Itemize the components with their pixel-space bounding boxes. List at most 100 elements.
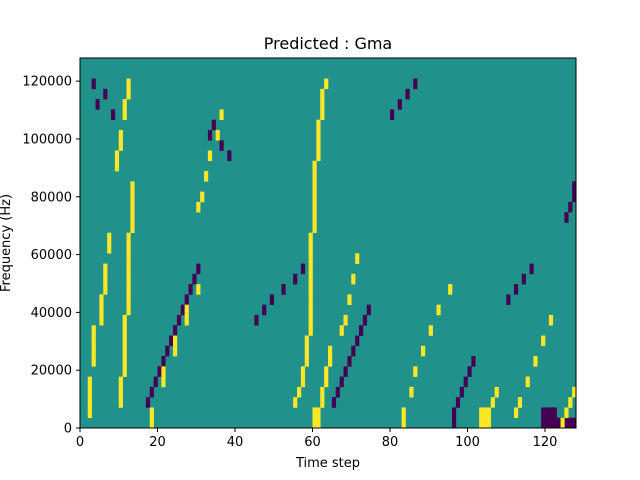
heatmap-cell-low (572, 181, 577, 192)
heatmap-cell-low (149, 386, 154, 398)
heatmap-cell-high (87, 407, 92, 419)
heatmap-cell-low (145, 397, 151, 408)
heatmap-cell-high (99, 314, 104, 326)
heatmap-cell-high (308, 263, 313, 275)
heatmap-cell-low (95, 99, 100, 110)
heatmap-cell-high (320, 386, 325, 398)
heatmap-cell-low (545, 407, 550, 419)
heatmap-cell-high (572, 386, 577, 398)
heatmap-cell-high (308, 294, 313, 305)
heatmap-cell-high (448, 284, 453, 295)
heatmap-cell-low (541, 407, 546, 419)
heatmap-cell-high (130, 181, 135, 192)
heatmap-cell-high (130, 191, 135, 203)
heatmap-cell-high (324, 376, 329, 388)
heatmap-cell-high (421, 345, 426, 357)
heatmap-cell-high (215, 129, 220, 141)
heatmap-cell-low (180, 304, 185, 316)
heatmap-cell-high (316, 129, 321, 141)
heatmap-cell-high (91, 325, 96, 336)
heatmap-cell-low (568, 417, 573, 429)
heatmap-cell-low (572, 191, 577, 203)
heatmap-cell-high (207, 150, 213, 162)
heatmap-cell-high (173, 345, 178, 357)
heatmap-cell-high (517, 397, 523, 408)
heatmap-cell-high (560, 417, 565, 429)
heatmap-cell-high (122, 335, 127, 347)
heatmap-cell-low (161, 356, 166, 367)
heatmap-cell-high (122, 325, 127, 336)
heatmap-cell-high (126, 88, 131, 100)
heatmap-cell-high (118, 386, 123, 398)
heatmap-cell-high (312, 201, 317, 213)
heatmap-cell-high (126, 78, 131, 90)
heatmap-cell-high (122, 345, 127, 357)
y-tick-label: 100000 (22, 132, 72, 147)
heatmap-cell-high (339, 325, 344, 336)
heatmap-cell-high (91, 335, 96, 347)
heatmap-cell-low (103, 88, 108, 100)
heatmap-cell-high (293, 397, 298, 408)
heatmap-cell-high (312, 160, 317, 172)
x-tick-label: 80 (382, 435, 399, 450)
heatmap-cell-high (126, 304, 131, 316)
heatmap-cell-high (308, 304, 313, 316)
heatmap-cell-high (304, 335, 309, 347)
heatmap-cell-high (130, 212, 135, 223)
heatmap-cell-high (486, 417, 492, 429)
heatmap-cell-high (312, 417, 317, 429)
heatmap-cell-high (548, 314, 554, 326)
heatmap-cell-low (331, 397, 337, 408)
x-tick-label: 40 (227, 435, 244, 450)
heatmap-cell-high (316, 417, 321, 429)
heatmap-cell-low (347, 356, 352, 367)
heatmap-cell-high (204, 171, 209, 182)
heatmap-cell-high (308, 232, 313, 244)
heatmap-cell-low (111, 109, 116, 120)
heatmap-cell-high (91, 345, 96, 357)
heatmap-cell-low (176, 314, 182, 326)
heatmap-cell-high (343, 314, 348, 326)
heatmap-cells (87, 78, 577, 429)
heatmap-cell-low (184, 294, 189, 305)
heatmap-cell-high (300, 376, 306, 388)
y-tick-label: 60000 (31, 248, 72, 263)
heatmap-cell-high (312, 181, 317, 192)
heatmap-cell-high (103, 263, 108, 275)
heatmap-cell-low (219, 140, 224, 151)
heatmap-cell-low (552, 407, 557, 419)
heatmap-cell-high (87, 386, 92, 398)
plot-area (79, 57, 577, 429)
heatmap-cell-low (293, 273, 298, 285)
heatmap-cell-low (548, 407, 554, 419)
heatmap-cell-high (161, 366, 166, 377)
heatmap-cell-high (122, 314, 127, 326)
x-tick-label: 60 (304, 435, 321, 450)
heatmap-cell-low (153, 376, 158, 388)
heatmap-cell-high (87, 376, 92, 388)
heatmap-cell-high (219, 109, 224, 120)
heatmap-cell-low (568, 201, 573, 213)
heatmap-cell-high (130, 201, 135, 213)
heatmap-cell-high (114, 150, 120, 162)
heatmap-cell-low (355, 335, 360, 347)
heatmap-cell-high (401, 417, 406, 429)
heatmap-cell-low (572, 417, 577, 429)
heatmap-cell-high (533, 356, 538, 367)
heatmap-cell-high (114, 160, 120, 172)
heatmap-cell-high (428, 325, 433, 336)
x-tick-label: 120 (533, 435, 558, 450)
heatmap-cell-low (339, 376, 344, 388)
heatmap-cell-high (541, 335, 546, 347)
x-tick-label: 20 (149, 435, 166, 450)
heatmap-cell-high (479, 417, 484, 429)
heatmap-cell-low (467, 366, 472, 377)
y-axis-label: Frequency (Hz) (0, 194, 14, 292)
heatmap-cell-high (149, 407, 154, 419)
heatmap-cell-low (359, 325, 364, 336)
heatmap-cell-low (413, 78, 418, 90)
chart-title: Predicted : Gma (264, 34, 392, 53)
heatmap-cell-high (347, 294, 352, 305)
heatmap-cell-high (300, 366, 306, 377)
heatmap-cell-high (184, 304, 189, 316)
